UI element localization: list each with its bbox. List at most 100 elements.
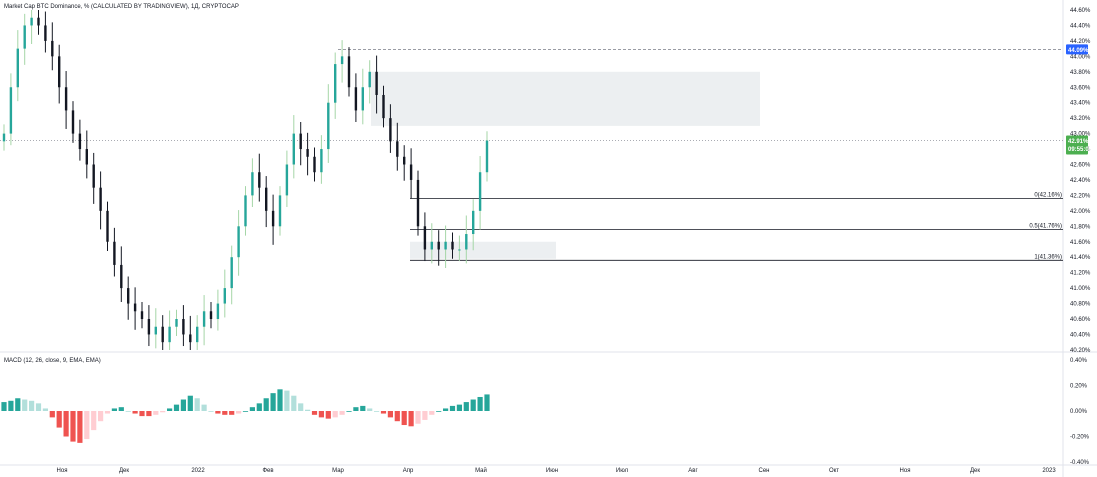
macd-histogram-bar[interactable] bbox=[249, 407, 255, 411]
candle-body[interactable] bbox=[313, 156, 316, 173]
candle-body[interactable] bbox=[423, 226, 427, 250]
macd-histogram-bar[interactable] bbox=[463, 402, 469, 411]
candle-body[interactable] bbox=[389, 118, 392, 142]
candle-body[interactable] bbox=[251, 172, 254, 196]
macd-histogram-bar[interactable] bbox=[477, 396, 483, 411]
candle-body[interactable] bbox=[189, 334, 192, 343]
macd-histogram-bar[interactable] bbox=[91, 411, 97, 431]
macd-histogram-bar[interactable] bbox=[318, 411, 324, 418]
macd-histogram-bar[interactable] bbox=[42, 408, 48, 411]
candle-body[interactable] bbox=[478, 172, 482, 211]
candle-body[interactable] bbox=[140, 311, 144, 319]
macd-histogram-bar[interactable] bbox=[201, 404, 207, 411]
candle-body[interactable] bbox=[127, 288, 130, 304]
candle-body[interactable] bbox=[327, 102, 330, 150]
macd-histogram-bar[interactable] bbox=[84, 411, 90, 440]
candle-body[interactable] bbox=[334, 64, 337, 103]
macd-histogram-bar[interactable] bbox=[387, 411, 393, 418]
candle-body[interactable] bbox=[196, 326, 199, 343]
candle-body[interactable] bbox=[113, 241, 116, 265]
candle-body[interactable] bbox=[182, 319, 185, 335]
candle-body[interactable] bbox=[368, 71, 371, 88]
macd-histogram-bar[interactable] bbox=[270, 393, 276, 411]
candle-body[interactable] bbox=[9, 87, 13, 134]
macd-histogram-bar[interactable] bbox=[408, 411, 414, 427]
candle-body[interactable] bbox=[472, 210, 475, 235]
macd-histogram-bar[interactable] bbox=[236, 411, 242, 414]
candle-body[interactable] bbox=[30, 17, 33, 26]
candle-body[interactable] bbox=[396, 141, 399, 157]
macd-histogram-bar[interactable] bbox=[187, 395, 193, 411]
candle-body[interactable] bbox=[202, 311, 206, 327]
candle-body[interactable] bbox=[485, 140, 489, 173]
macd-histogram-bar[interactable] bbox=[325, 411, 331, 419]
candle-body[interactable] bbox=[120, 264, 123, 289]
macd-histogram-bar[interactable] bbox=[456, 404, 462, 411]
candle-body[interactable] bbox=[430, 241, 433, 250]
candle-body[interactable] bbox=[78, 133, 82, 150]
candle-body[interactable] bbox=[58, 56, 61, 88]
macd-histogram-bar[interactable] bbox=[263, 398, 269, 411]
macd-histogram-bar[interactable] bbox=[374, 411, 380, 412]
candle-body[interactable] bbox=[361, 87, 364, 111]
candle-body[interactable] bbox=[133, 303, 137, 312]
candle-body[interactable] bbox=[347, 56, 351, 88]
macd-histogram-bar[interactable] bbox=[305, 409, 311, 411]
macd-histogram-bar[interactable] bbox=[401, 411, 407, 426]
candle-body[interactable] bbox=[99, 187, 102, 211]
candle-body[interactable] bbox=[271, 210, 275, 227]
candle-body[interactable] bbox=[37, 17, 40, 26]
macd-histogram-bar[interactable] bbox=[180, 399, 186, 411]
macd-histogram-bar[interactable] bbox=[173, 404, 180, 411]
candle-body[interactable] bbox=[451, 241, 454, 250]
candle-body[interactable] bbox=[168, 326, 171, 343]
candle-body[interactable] bbox=[375, 71, 378, 95]
candle-body[interactable] bbox=[299, 133, 302, 150]
candle-body[interactable] bbox=[292, 133, 295, 165]
candle-body[interactable] bbox=[71, 110, 75, 134]
macd-histogram-bar[interactable] bbox=[429, 411, 435, 415]
macd-histogram-bar[interactable] bbox=[222, 411, 228, 415]
macd-histogram-bar[interactable] bbox=[194, 398, 200, 411]
candle-body[interactable] bbox=[216, 303, 220, 319]
candle-body[interactable] bbox=[320, 149, 323, 173]
candle-body[interactable] bbox=[16, 48, 19, 88]
candle-body[interactable] bbox=[458, 249, 461, 251]
supply-zone[interactable] bbox=[371, 71, 760, 126]
macd-histogram-bar[interactable] bbox=[118, 407, 124, 411]
macd-histogram-bar[interactable] bbox=[104, 411, 111, 414]
macd-histogram-bar[interactable] bbox=[49, 411, 55, 418]
macd-histogram-bar[interactable] bbox=[470, 399, 476, 411]
macd-histogram-bar[interactable] bbox=[1, 402, 7, 411]
macd-histogram-bar[interactable] bbox=[484, 394, 490, 411]
candle-body[interactable] bbox=[237, 226, 240, 258]
candle-body[interactable] bbox=[161, 326, 164, 343]
candle-body[interactable] bbox=[285, 164, 289, 196]
macd-histogram-bar[interactable] bbox=[111, 408, 117, 411]
macd-histogram-bar[interactable] bbox=[70, 411, 76, 442]
macd-histogram-bar[interactable] bbox=[449, 405, 456, 411]
candle-body[interactable] bbox=[403, 156, 406, 165]
candle-body[interactable] bbox=[223, 288, 226, 304]
macd-histogram-bar[interactable] bbox=[394, 411, 400, 422]
candle-body[interactable] bbox=[154, 326, 157, 335]
macd-histogram-bar[interactable] bbox=[339, 411, 345, 415]
macd-histogram-bar[interactable] bbox=[311, 411, 318, 415]
macd-histogram-bar[interactable] bbox=[346, 411, 352, 412]
candle-body[interactable] bbox=[416, 179, 420, 227]
macd-histogram-bar[interactable] bbox=[422, 411, 428, 420]
macd-histogram-bar[interactable] bbox=[208, 411, 214, 412]
macd-histogram-bar[interactable] bbox=[291, 395, 297, 411]
candle-body[interactable] bbox=[2, 133, 6, 142]
candle-body[interactable] bbox=[51, 40, 54, 57]
macd-histogram-bar[interactable] bbox=[367, 408, 373, 411]
macd-histogram-bar[interactable] bbox=[215, 411, 221, 414]
macd-histogram-bar[interactable] bbox=[139, 411, 145, 417]
macd-histogram-bar[interactable] bbox=[229, 411, 235, 415]
candle-body[interactable] bbox=[278, 195, 282, 227]
macd-histogram-bar[interactable] bbox=[256, 403, 262, 411]
macd-histogram-bar[interactable] bbox=[298, 403, 304, 411]
macd-histogram-bar[interactable] bbox=[35, 403, 42, 411]
candle-body[interactable] bbox=[465, 234, 468, 250]
